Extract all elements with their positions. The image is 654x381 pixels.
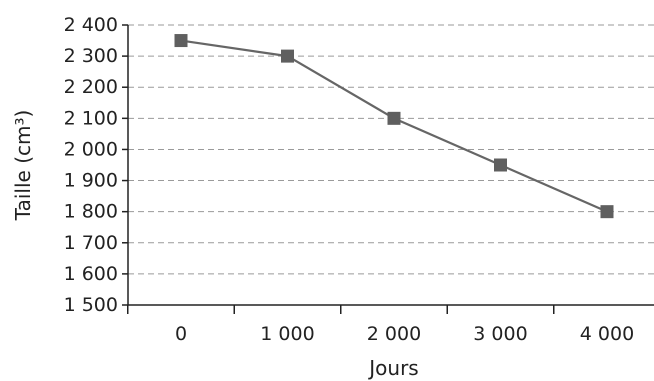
x-tick-label: 0 xyxy=(175,323,187,345)
axes xyxy=(122,24,654,314)
y-tick-label: 1 800 xyxy=(64,201,118,223)
y-tick-label: 2 300 xyxy=(64,45,118,67)
x-axis-title: Jours xyxy=(367,356,418,380)
y-tick-label: 2 200 xyxy=(64,76,118,98)
y-tick-labels: 1 500 1 600 1 700 1 800 1 900 2 000 2 100 2 200… xyxy=(64,14,118,316)
y-tick-label: 2 400 xyxy=(64,14,118,36)
y-tick-label: 1 700 xyxy=(64,232,118,254)
x-tick-labels: 0 1 000 2 000 3 000 4 000 xyxy=(175,323,634,345)
y-axis-title: Taille (cm³) xyxy=(11,110,35,222)
y-tick-label: 2 100 xyxy=(64,107,118,129)
x-tick-label: 4 000 xyxy=(580,323,634,345)
y-tick-label: 1 900 xyxy=(64,170,118,192)
y-tick-label: 1 600 xyxy=(64,263,118,285)
series-line xyxy=(180,39,608,213)
y-tick-label: 1 500 xyxy=(64,294,118,316)
series xyxy=(174,34,614,219)
grid-lines xyxy=(128,24,654,275)
x-tick-label: 3 000 xyxy=(473,323,527,345)
data-point-marker xyxy=(494,158,507,172)
y-tick-label: 2 000 xyxy=(64,138,118,160)
data-point-marker xyxy=(174,34,188,48)
data-point-marker xyxy=(387,111,401,125)
data-point-marker xyxy=(281,49,294,63)
x-tick-label: 2 000 xyxy=(367,323,421,345)
data-point-marker xyxy=(600,205,614,219)
x-tick-label: 1 000 xyxy=(260,323,314,345)
